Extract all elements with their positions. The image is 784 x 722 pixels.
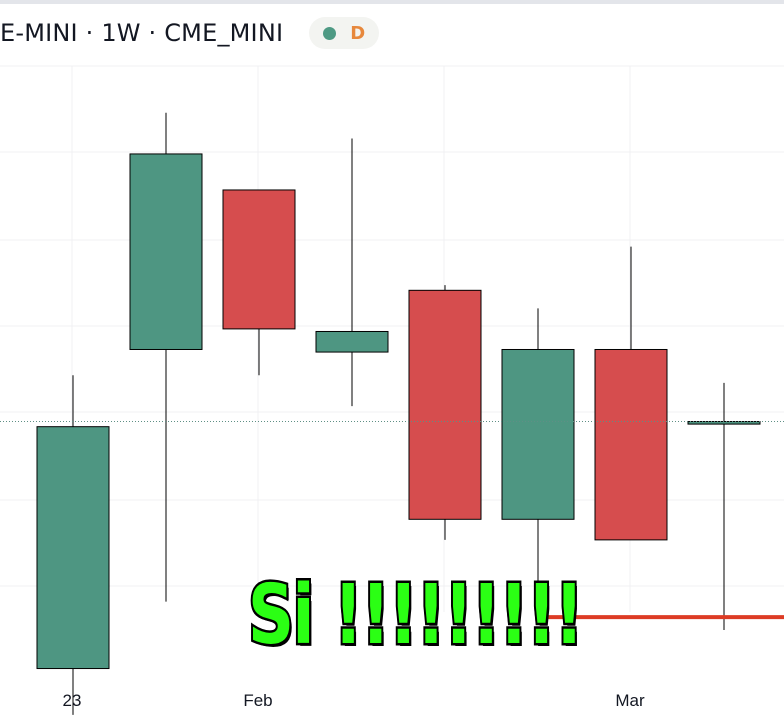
candle-body — [129, 153, 203, 350]
candle-body — [594, 348, 668, 541]
candle-body — [315, 330, 389, 353]
candle-body — [408, 289, 482, 520]
overlay-caption: Si !!!!!!!!! — [246, 568, 586, 663]
market-status-pill[interactable]: D — [309, 17, 380, 49]
candle-body — [501, 348, 575, 520]
x-tick-label: Mar — [615, 691, 645, 710]
symbol-title: E-MINI · 1W · CME_MINI — [0, 19, 284, 47]
candle-body — [222, 189, 296, 330]
top-border — [0, 0, 784, 4]
status-dot-icon — [323, 26, 337, 40]
candle-body — [36, 426, 110, 670]
chart-header: E-MINI · 1W · CME_MINI D — [0, 16, 380, 50]
status-letter: D — [350, 22, 366, 44]
x-tick-label: 23 — [63, 691, 82, 710]
x-tick-label: Feb — [243, 691, 272, 710]
